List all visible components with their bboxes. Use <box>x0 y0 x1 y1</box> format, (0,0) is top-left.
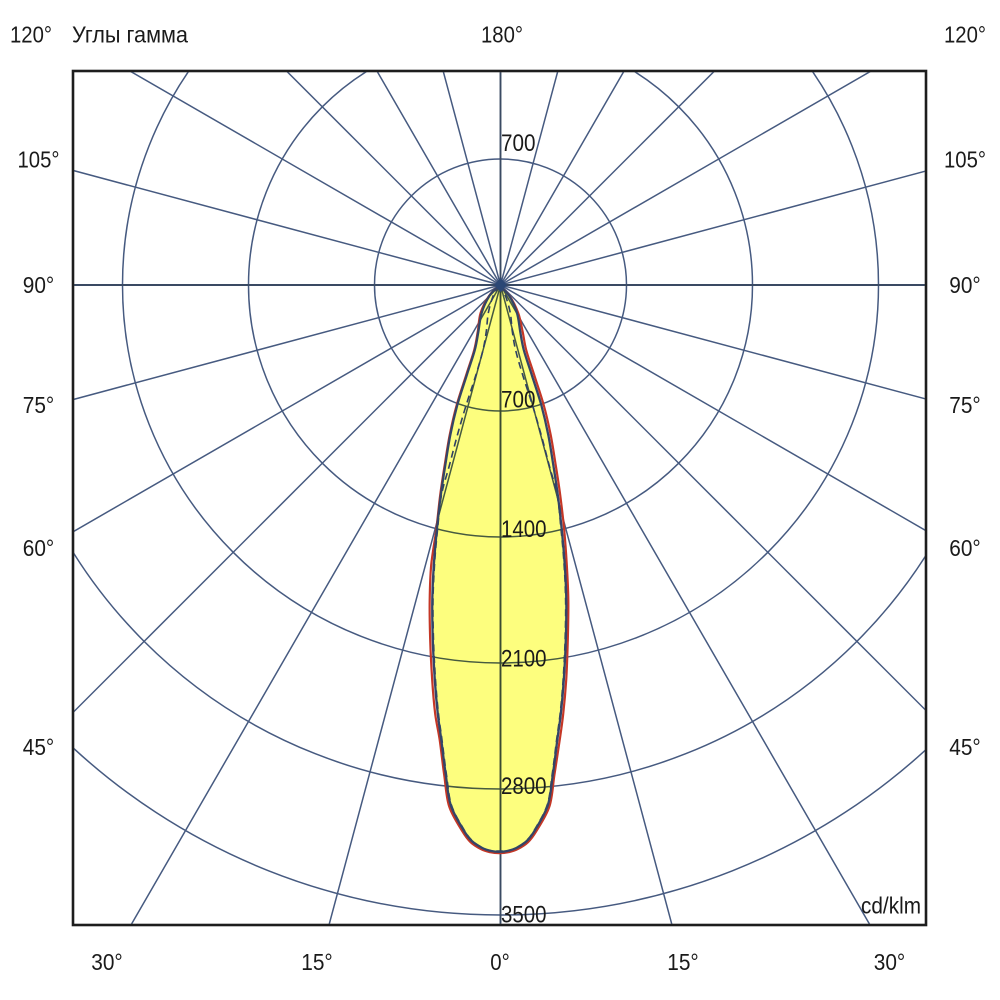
svg-text:Углы гамма: Углы гамма <box>72 22 189 48</box>
svg-text:15°: 15° <box>667 949 699 975</box>
svg-text:0°: 0° <box>490 949 510 975</box>
svg-text:45°: 45° <box>949 734 981 760</box>
svg-text:120°: 120° <box>944 22 986 48</box>
svg-text:30°: 30° <box>91 949 123 975</box>
svg-text:75°: 75° <box>23 392 55 418</box>
svg-text:105°: 105° <box>18 147 60 173</box>
svg-text:75°: 75° <box>949 392 981 418</box>
svg-text:90°: 90° <box>23 272 55 298</box>
svg-text:120°: 120° <box>10 22 52 48</box>
svg-text:15°: 15° <box>301 949 333 975</box>
svg-text:60°: 60° <box>949 535 981 561</box>
svg-text:700: 700 <box>501 130 536 157</box>
svg-text:cd/klm: cd/klm <box>861 893 921 919</box>
svg-text:45°: 45° <box>23 734 55 760</box>
svg-text:30°: 30° <box>874 949 906 975</box>
svg-text:180°: 180° <box>481 22 523 48</box>
svg-text:2100: 2100 <box>501 646 547 673</box>
svg-text:60°: 60° <box>23 535 55 561</box>
svg-text:700: 700 <box>501 387 536 414</box>
svg-text:2800: 2800 <box>501 773 547 800</box>
svg-text:3500: 3500 <box>501 902 547 929</box>
svg-text:1400: 1400 <box>501 516 547 543</box>
svg-text:105°: 105° <box>944 147 986 173</box>
svg-text:90°: 90° <box>949 272 981 298</box>
